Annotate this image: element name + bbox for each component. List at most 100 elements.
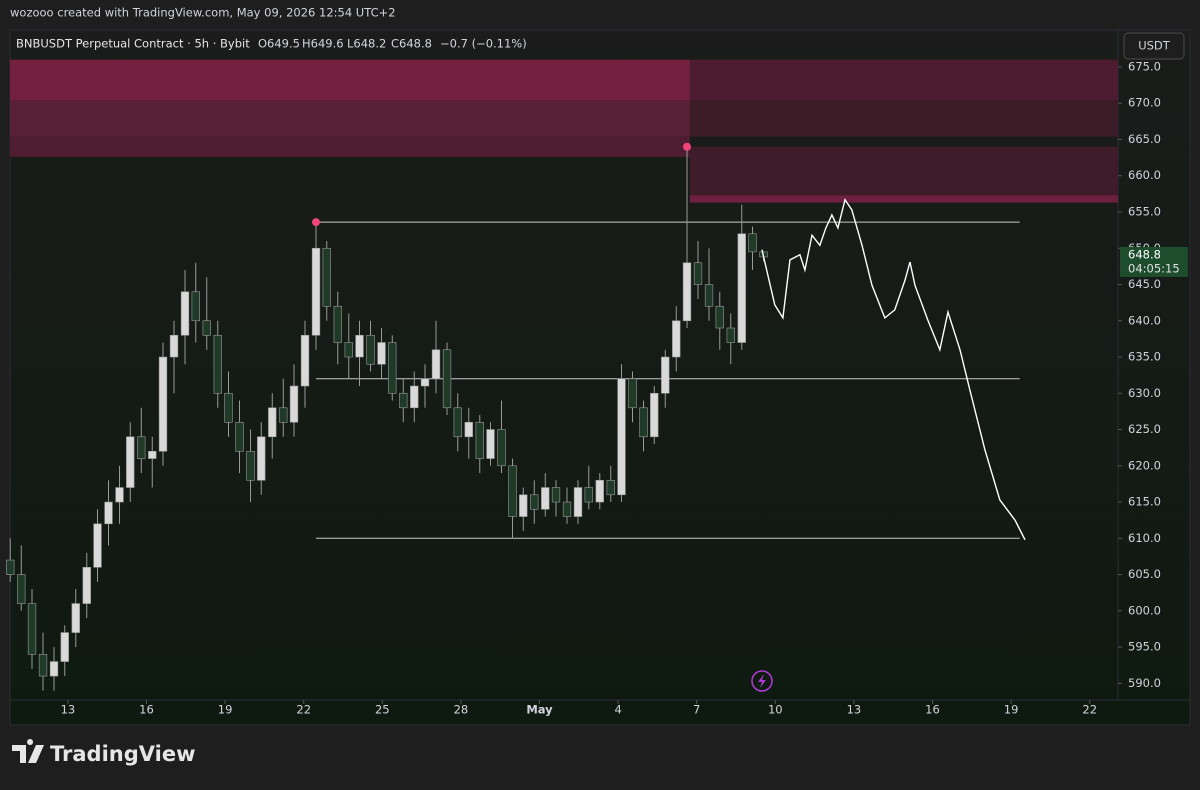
candle-body (704, 284, 714, 307)
x-tick-label: 22 (1082, 703, 1097, 717)
candle-body (748, 233, 757, 253)
candle-body (726, 327, 735, 343)
x-tick-label: 10 (768, 703, 783, 717)
candle-body (137, 436, 146, 459)
zone (10, 59, 690, 101)
x-tick-label: 19 (1004, 703, 1019, 717)
candle-body (213, 334, 222, 394)
candle-body (17, 574, 26, 604)
candle-body (628, 378, 637, 409)
candle-body (246, 450, 255, 481)
y-tick-label: 610.0 (1128, 531, 1161, 545)
candle-body (180, 291, 190, 336)
candle-body (497, 429, 506, 467)
candle-body (595, 479, 604, 503)
candle-body (508, 465, 517, 517)
candle-body (377, 342, 386, 365)
candle-body (530, 494, 539, 510)
candle-body (541, 487, 550, 510)
y-tick-label: 635.0 (1128, 350, 1161, 364)
y-tick-label: 675.0 (1128, 59, 1161, 73)
candle-body (289, 385, 299, 423)
y-tick-label: 605.0 (1128, 567, 1161, 581)
high-marker (683, 142, 692, 151)
candle-body (519, 494, 528, 517)
x-tick-label: May (526, 703, 553, 717)
candle-body (453, 407, 462, 438)
y-tick-label: 640.0 (1128, 313, 1161, 327)
candle-body (268, 407, 277, 438)
symbol: BNBUSDT Perpetual Contract · 5h · Bybit (16, 37, 250, 51)
candle-body (93, 523, 102, 568)
currency-label[interactable]: USDT (1138, 39, 1171, 53)
candle-body (344, 342, 353, 358)
projection-line (761, 197, 1026, 541)
x-tick-label: 13 (61, 703, 76, 717)
candle-body (202, 320, 211, 336)
candle-body (169, 334, 179, 358)
icon-bolt[interactable] (758, 674, 766, 688)
credit: wozooo created with TradingView.com, May… (10, 6, 396, 20)
zone (689, 59, 1118, 101)
zone (10, 136, 690, 157)
y-tick-label: 625.0 (1128, 422, 1161, 436)
x-tick-label: 22 (296, 703, 311, 717)
candle-body (562, 501, 572, 517)
candle-body (661, 356, 670, 394)
candle-body (82, 567, 91, 604)
candle-body (60, 632, 69, 662)
legend-change: −0.7 (−0.11%) (440, 37, 527, 51)
candle-body (693, 262, 703, 285)
candle-body (399, 392, 408, 409)
candle-body (737, 233, 746, 343)
candle-body (333, 305, 342, 343)
candle-body (115, 487, 124, 503)
candle-body (388, 342, 397, 394)
x-tick-label: 25 (375, 703, 390, 717)
x-tick-label: 19 (218, 703, 233, 717)
zone (689, 195, 1118, 203)
x-tick-label: 4 (614, 703, 621, 717)
candle-body (617, 378, 626, 496)
replay-icon[interactable] (751, 670, 773, 692)
y-tick-label: 600.0 (1128, 603, 1161, 617)
y-tick-label: 645.0 (1128, 277, 1161, 291)
axes: 590.0 595.0 600.0 605.0 610.0 615.0 620.0 625.0… (61, 59, 1161, 716)
y-tick-label: 595.0 (1128, 640, 1161, 654)
candle-body (104, 501, 113, 525)
candle-body (410, 385, 419, 409)
candle-body (235, 421, 244, 452)
logo-mark (12, 739, 44, 763)
zone (689, 146, 1118, 196)
y-tick-label: 665.0 (1128, 132, 1161, 146)
x-tick-label: 13 (847, 703, 862, 717)
icon-ring[interactable] (751, 670, 773, 692)
candle-body (464, 421, 473, 438)
y-tick-label: 670.0 (1128, 96, 1161, 110)
legend-low: L648.2 (347, 37, 386, 51)
currency-button[interactable] (1123, 32, 1185, 60)
y-tick-label: 615.0 (1128, 495, 1161, 509)
candle-body (191, 291, 200, 322)
candle-body (257, 436, 266, 481)
candle-body (584, 487, 593, 503)
y-tick-label: 660.0 (1128, 168, 1161, 182)
candle-body (682, 262, 692, 322)
legend-high: H649.6 (302, 37, 344, 51)
candle-body (148, 450, 157, 459)
candle-body (158, 356, 168, 452)
candle-body (486, 429, 495, 459)
candle-body (322, 247, 331, 307)
candle-body (71, 603, 80, 633)
candle-body (650, 392, 659, 438)
brand-name: TradingView (50, 742, 195, 766)
y-tick-label: 590.0 (1128, 676, 1161, 690)
candle-body (420, 378, 430, 387)
x-tick-label: 16 (925, 703, 940, 717)
legend-close: C648.8 (391, 37, 432, 51)
candle-body (279, 407, 288, 423)
candle-body (442, 349, 452, 409)
candle-body (49, 661, 59, 677)
last-price-box (1120, 246, 1188, 277)
